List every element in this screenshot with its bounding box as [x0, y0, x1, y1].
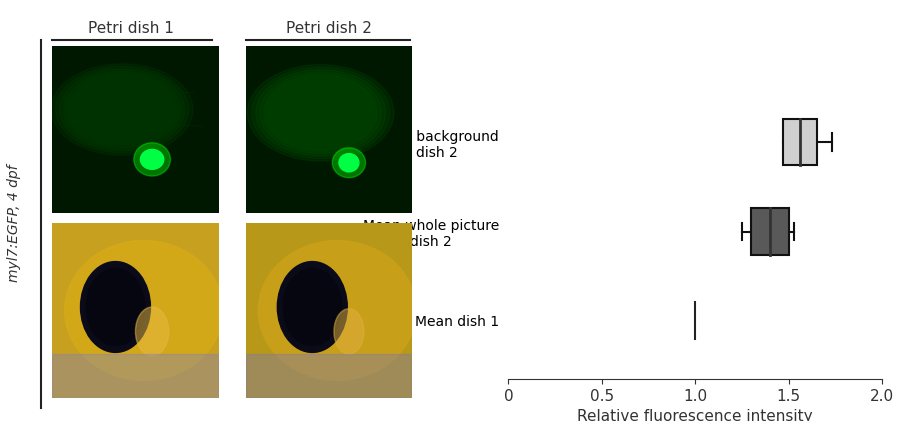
Text: Petri dish 1: Petri dish 1 — [87, 21, 174, 36]
Ellipse shape — [277, 261, 347, 352]
Ellipse shape — [86, 269, 145, 345]
Ellipse shape — [80, 261, 150, 352]
Ellipse shape — [51, 64, 193, 155]
Bar — [783, 119, 816, 165]
Ellipse shape — [284, 269, 341, 345]
Ellipse shape — [134, 143, 170, 176]
X-axis label: Relative fluorescence intensity: Relative fluorescence intensity — [578, 409, 813, 421]
Ellipse shape — [65, 241, 223, 381]
Ellipse shape — [251, 67, 390, 159]
Ellipse shape — [248, 64, 394, 161]
Ellipse shape — [339, 154, 359, 172]
Bar — [52, 354, 219, 398]
Ellipse shape — [256, 69, 385, 156]
Ellipse shape — [140, 149, 164, 169]
Text: Petri dish 2: Petri dish 2 — [285, 21, 372, 36]
Ellipse shape — [135, 307, 169, 356]
Text: myl7:EGFP, 4 dpf: myl7:EGFP, 4 dpf — [7, 164, 22, 282]
Bar — [752, 208, 788, 255]
Bar — [246, 354, 412, 398]
Ellipse shape — [258, 241, 417, 381]
Ellipse shape — [334, 309, 364, 354]
Ellipse shape — [332, 148, 365, 178]
